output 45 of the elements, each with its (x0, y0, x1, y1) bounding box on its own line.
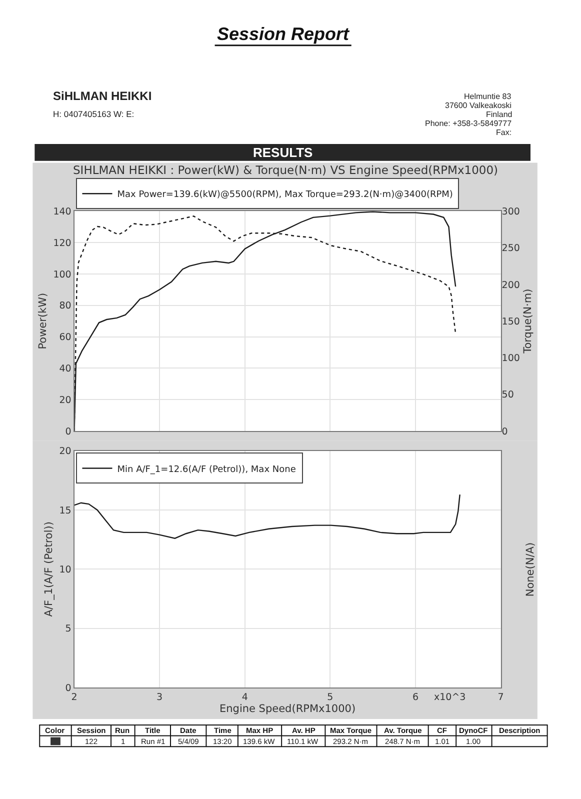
y-tick-label: 0 (65, 682, 72, 694)
x-tick-label: 4 (242, 692, 248, 703)
x-tick-label: 3 (156, 692, 163, 703)
y-tick-label: 120 (53, 238, 72, 249)
y2-tick-label: 200 (502, 280, 520, 291)
chart-title: SIHLMAN HEIKKI : Power(kW) & Torque(N·m) VS Engine Speed(RPMx1000) (73, 163, 498, 177)
y-tick-label: 140 (53, 206, 72, 218)
y2-axis-title: None(N/A) (524, 542, 536, 597)
y-tick-label: 15 (59, 505, 72, 516)
text: Session Report (217, 24, 350, 44)
text: Phone: +358-3-5849777 (425, 119, 512, 128)
y2-tick-label: 150 (502, 316, 520, 328)
legend-label: Max Power=139.6(kW)@5500(RPM), Max Torque=293.2(N·m)@3400(RPM) (117, 190, 453, 200)
y-tick-label: 60 (59, 332, 72, 344)
x-tick-label: 2 (71, 692, 78, 703)
text: Finland (486, 110, 512, 119)
y2-tick-label: 0 (502, 426, 508, 438)
y-tick-label: 40 (59, 364, 72, 375)
y2-tick-label: 250 (502, 243, 520, 254)
y-tick-label: 20 (59, 394, 72, 406)
y2-tick-label: 300 (502, 206, 520, 218)
text: Helmuntie 83 (464, 92, 512, 101)
text: Fax: (496, 128, 512, 137)
text: x10^3 (434, 692, 466, 703)
y-tick-label: 20 (59, 446, 72, 458)
y-axis-title: Power(kW) (37, 292, 50, 350)
text: 37600 Valkeakoski (445, 101, 512, 110)
y2-axis-title: Torque(N·m) (522, 288, 534, 354)
y-tick-label: 0 (65, 426, 72, 438)
text: RESULTS (253, 145, 314, 160)
x-axis-title: Engine Speed(RPMx1000) (220, 702, 356, 715)
y2-tick-label: 50 (502, 390, 514, 401)
text: H: 0407405163 W: E: (53, 109, 134, 119)
y-tick-label: 5 (65, 624, 72, 635)
legend-label: Min A/F_1=12.6(A/F (Petrol)), Max None (117, 464, 296, 475)
x-tick-label: 6 (412, 692, 419, 703)
y-tick-label: 100 (53, 269, 72, 280)
line-series (74, 494, 460, 539)
y-tick-label: 10 (59, 564, 72, 576)
y-tick-label: 80 (59, 300, 72, 312)
y-axis-title: A/F_1(A/F (Petrol)) (43, 522, 56, 617)
x-tick-label: 5 (327, 692, 334, 703)
y2-tick-label: 100 (502, 353, 520, 364)
text: SiHLMAN HEIKKI (53, 89, 152, 103)
x-tick-label: 7 (498, 692, 504, 703)
